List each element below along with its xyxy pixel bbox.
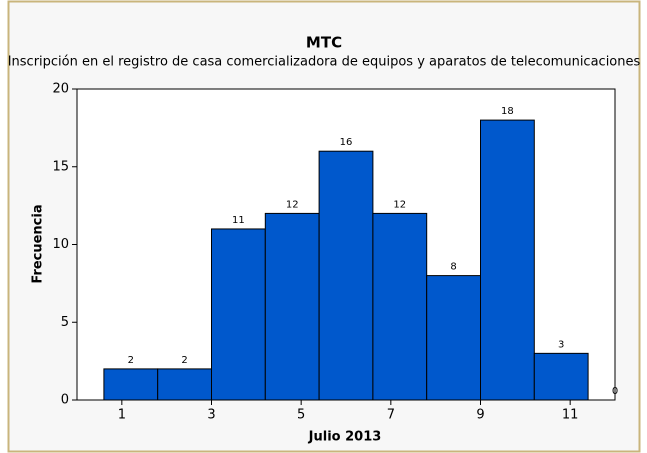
bar [211, 228, 266, 400]
data-label: 11 [232, 215, 245, 226]
bar [318, 150, 374, 400]
data-label: 8 [450, 262, 456, 273]
bar [372, 212, 428, 400]
x-tick-label: 5 [297, 408, 305, 423]
data-label: 3 [558, 339, 564, 350]
y-tick-label: 15 [52, 159, 69, 174]
bar [157, 368, 212, 400]
bar [426, 275, 482, 400]
x-tick-label: 3 [207, 408, 215, 423]
bar [533, 352, 589, 400]
data-label: 12 [393, 199, 406, 210]
chart-title: MTC [306, 34, 342, 52]
bar [264, 212, 320, 400]
x-tick-label: 9 [476, 408, 484, 423]
data-label: 2 [181, 355, 187, 366]
y-tick-label: 10 [52, 237, 69, 252]
x-tick-label: 7 [387, 408, 395, 423]
y-tick-label: 20 [52, 82, 69, 97]
data-label: 12 [286, 199, 299, 210]
x-tick-label: 11 [562, 408, 579, 423]
data-label: 0 [612, 386, 618, 397]
y-tick-label: 5 [61, 315, 69, 330]
y-tick-label: 0 [61, 393, 69, 408]
x-axis-label: Julio 2013 [308, 430, 382, 445]
x-tick-label: 1 [118, 408, 126, 423]
data-label: 18 [501, 106, 514, 117]
data-label: 2 [128, 355, 134, 366]
bars [103, 119, 589, 400]
bar [103, 368, 159, 400]
chart-subtitle: Inscripción en el registro de casa comer… [8, 55, 641, 70]
y-axis-label: Frecuencia [31, 204, 46, 283]
bar [480, 119, 535, 400]
data-label: 16 [340, 137, 353, 148]
